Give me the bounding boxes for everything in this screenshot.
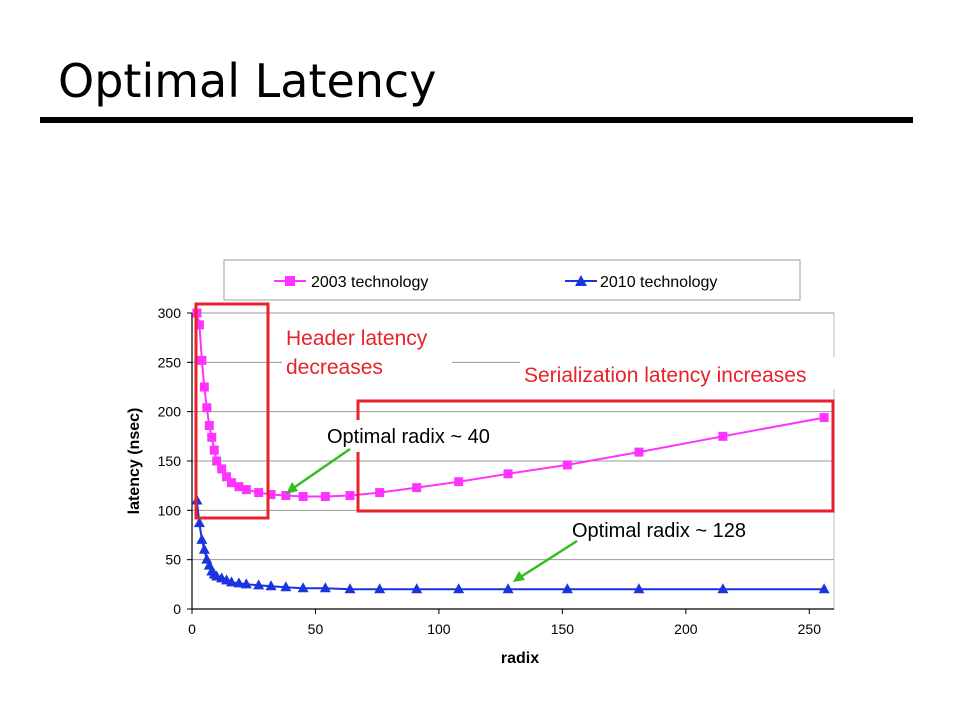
title-underline (40, 117, 913, 123)
data-point (227, 478, 237, 488)
data-point (818, 583, 830, 594)
data-point (503, 469, 513, 479)
data-point (198, 543, 210, 554)
optimal-128-arrow (513, 539, 578, 582)
y-tick-label: 150 (158, 453, 182, 469)
data-point (253, 579, 265, 590)
data-point (375, 488, 385, 498)
optimal-radix-40-label: Optimal radix ~ 40 (327, 426, 490, 448)
data-point (240, 578, 252, 589)
data-point (319, 582, 331, 593)
legend-label-2010: 2010 technology (600, 274, 717, 291)
data-point (266, 490, 276, 500)
x-tick-label: 200 (674, 621, 698, 637)
serialization-latency-box (356, 399, 835, 513)
data-point (254, 488, 264, 498)
data-point (209, 445, 219, 455)
data-point (196, 533, 208, 544)
x-tick-label: 150 (551, 621, 575, 637)
data-point (454, 477, 464, 487)
optimal-40-label-bg (324, 420, 538, 452)
y-axis-title: latency (nsec) (126, 408, 143, 515)
data-point (411, 583, 423, 594)
data-point (222, 472, 232, 482)
optimal-radix-128-label: Optimal radix ~ 128 (572, 520, 746, 542)
data-point (634, 447, 644, 457)
data-point (217, 464, 227, 474)
serialization-latency-label: Serialization latency increases (524, 364, 806, 387)
y-tick-label: 300 (158, 305, 182, 321)
data-point (280, 581, 292, 592)
data-point (633, 583, 645, 594)
data-point (233, 577, 245, 588)
data-point (718, 431, 728, 441)
header-latency-box (194, 302, 270, 520)
data-point (207, 432, 217, 442)
data-point (412, 483, 422, 493)
legend-marker-2010 (575, 275, 587, 286)
data-point (265, 580, 277, 591)
data-point (562, 460, 572, 470)
x-tick-label: 100 (427, 621, 451, 637)
data-point (320, 492, 330, 502)
data-point (819, 413, 829, 423)
data-point (345, 491, 355, 501)
legend-box (223, 259, 801, 301)
y-tick-label: 0 (173, 601, 181, 617)
y-tick-label: 250 (158, 354, 182, 370)
slide-title: Optimal Latency (58, 54, 437, 108)
data-point (194, 320, 204, 330)
header-latency-line2: decreases (286, 356, 383, 379)
legend: 2003 technology 2010 technology (223, 259, 801, 301)
data-point (717, 583, 729, 594)
legend-label-2003: 2003 technology (311, 274, 428, 291)
legend-marker-2003 (285, 276, 295, 286)
data-point (561, 583, 573, 594)
x-tick-labels: 0 50 100 150 200 250 (188, 609, 821, 637)
x-tick-label: 0 (188, 621, 196, 637)
header-latency-line1: Header latency (286, 327, 428, 350)
data-point (204, 420, 214, 430)
data-point (298, 492, 308, 502)
series-2010 (191, 494, 830, 594)
data-point (281, 491, 291, 501)
data-point (193, 517, 205, 528)
data-point (344, 583, 356, 594)
data-point (297, 582, 309, 593)
x-tick-label: 250 (798, 621, 822, 637)
data-point (234, 482, 244, 492)
x-tick-label: 50 (308, 621, 324, 637)
y-tick-label: 200 (158, 404, 182, 420)
data-point (212, 456, 222, 466)
y-tick-label: 100 (158, 502, 182, 518)
serialization-label-bg (520, 357, 856, 389)
series-layer (191, 308, 830, 594)
header-label-bg (282, 326, 452, 384)
data-point (241, 485, 251, 495)
data-point (453, 583, 465, 594)
data-point (199, 382, 209, 392)
y-tick-labels: 0 50 100 150 200 250 300 (158, 305, 192, 617)
y-tick-label: 50 (165, 552, 181, 568)
data-point (374, 583, 386, 594)
data-point (502, 583, 514, 594)
series-line (195, 312, 825, 498)
data-point (197, 355, 207, 365)
data-point (202, 403, 212, 413)
data-point (226, 576, 238, 587)
series-2003 (192, 308, 829, 502)
optimal-40-arrow (286, 447, 351, 494)
x-axis-title: radix (501, 650, 539, 667)
